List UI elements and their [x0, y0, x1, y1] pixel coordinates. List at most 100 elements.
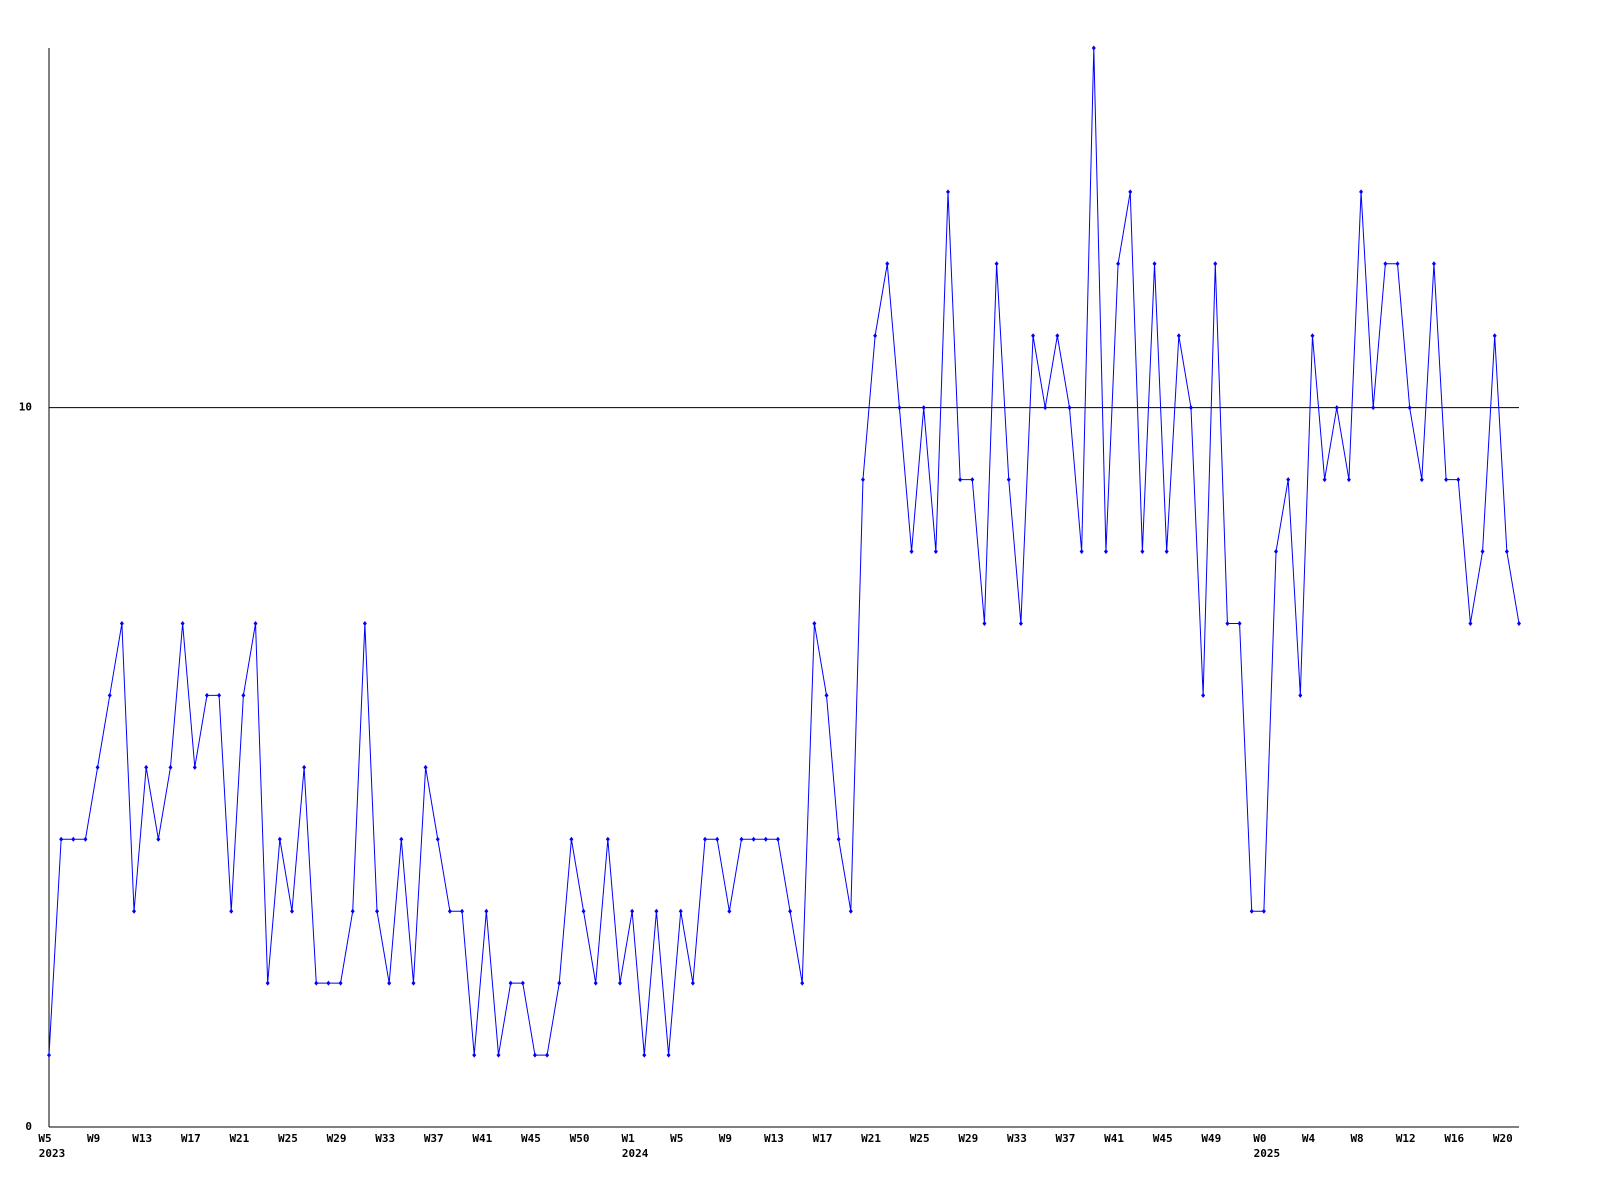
data-point: [241, 692, 246, 698]
data-point: [1018, 620, 1023, 626]
data-line: [48, 47, 1520, 1056]
data-point: [1359, 189, 1364, 195]
x-tick-label: W33: [375, 1132, 395, 1145]
data-point: [727, 908, 732, 914]
data-point: [1261, 908, 1266, 914]
data-point: [921, 405, 926, 411]
data-point: [59, 836, 64, 842]
data-point: [1103, 549, 1108, 555]
data-point: [1322, 477, 1327, 483]
data-point: [775, 836, 780, 842]
x-tick-label: W29: [327, 1132, 347, 1145]
data-point: [1188, 405, 1193, 411]
x-year-label: 2024: [622, 1147, 649, 1160]
data-point: [83, 836, 88, 842]
x-tick-label: W25: [278, 1132, 298, 1145]
data-point: [654, 908, 659, 914]
x-year-label: 2023: [39, 1147, 66, 1160]
data-point: [703, 836, 708, 842]
data-point: [1492, 333, 1497, 339]
data-point: [1504, 549, 1509, 555]
data-point: [350, 908, 355, 914]
x-tick-label: W9: [719, 1132, 732, 1145]
data-point: [1431, 261, 1436, 267]
data-point: [192, 764, 197, 770]
data-point: [800, 980, 805, 986]
x-tick-label: W17: [181, 1132, 201, 1145]
data-point: [885, 261, 890, 267]
data-point: [812, 620, 817, 626]
data-point: [617, 980, 622, 986]
data-point: [581, 908, 586, 914]
data-point: [302, 764, 307, 770]
x-tick-label: W4: [1302, 1132, 1316, 1145]
data-point: [958, 477, 963, 483]
data-point: [253, 620, 258, 626]
data-point: [1456, 477, 1461, 483]
data-point: [897, 405, 902, 411]
data-point: [1383, 261, 1388, 267]
data-point: [314, 980, 319, 986]
data-point: [1213, 261, 1218, 267]
data-point: [994, 261, 999, 267]
data-point: [435, 836, 440, 842]
data-point: [569, 836, 574, 842]
data-point: [678, 908, 683, 914]
data-point: [1067, 405, 1072, 411]
data-point: [1517, 620, 1521, 626]
data-point: [1419, 477, 1424, 483]
data-point: [1334, 405, 1339, 411]
x-tick-label: W1: [622, 1132, 636, 1145]
data-point: [1006, 477, 1011, 483]
data-point: [204, 692, 209, 698]
x-year-label: 2025: [1254, 1147, 1281, 1160]
x-tick-label: W45: [521, 1132, 541, 1145]
data-point: [496, 1052, 501, 1058]
data-point: [1274, 549, 1279, 555]
data-point: [229, 908, 234, 914]
data-point: [1164, 549, 1169, 555]
data-point: [763, 836, 768, 842]
data-point: [144, 764, 149, 770]
data-point: [119, 620, 124, 626]
data-point: [265, 980, 270, 986]
x-tick-label: W50: [570, 1132, 590, 1145]
data-point: [715, 836, 720, 842]
data-point: [447, 908, 452, 914]
data-point: [47, 1052, 51, 1058]
data-point: [532, 1052, 537, 1058]
data-point: [605, 836, 610, 842]
data-point: [1444, 477, 1449, 483]
x-tick-label: W13: [764, 1132, 784, 1145]
data-point: [399, 836, 404, 842]
x-tick-label: W20: [1493, 1132, 1513, 1145]
x-tick-label: W16: [1444, 1132, 1464, 1145]
data-point: [362, 620, 367, 626]
x-tick-label: W12: [1396, 1132, 1416, 1145]
data-point: [1395, 261, 1400, 267]
x-tick-label: W37: [424, 1132, 444, 1145]
data-point: [557, 980, 562, 986]
data-point: [1237, 620, 1242, 626]
x-tick-label: W25: [910, 1132, 930, 1145]
x-tick-label: W5: [38, 1132, 51, 1145]
data-point: [472, 1052, 477, 1058]
data-point: [666, 1052, 671, 1058]
data-point: [277, 836, 282, 842]
x-tick-label: W21: [229, 1132, 249, 1145]
data-point: [1152, 261, 1157, 267]
data-point: [508, 980, 513, 986]
data-point: [132, 908, 137, 914]
data-point: [970, 477, 975, 483]
data-point: [1407, 405, 1412, 411]
data-point: [326, 980, 331, 986]
x-tick-label: W0: [1253, 1132, 1266, 1145]
x-tick-label: W13: [132, 1132, 152, 1145]
data-point: [1225, 620, 1230, 626]
data-point: [71, 836, 76, 842]
data-point: [168, 764, 173, 770]
x-tick-label: W41: [472, 1132, 492, 1145]
data-point: [484, 908, 489, 914]
data-point: [1140, 549, 1145, 555]
